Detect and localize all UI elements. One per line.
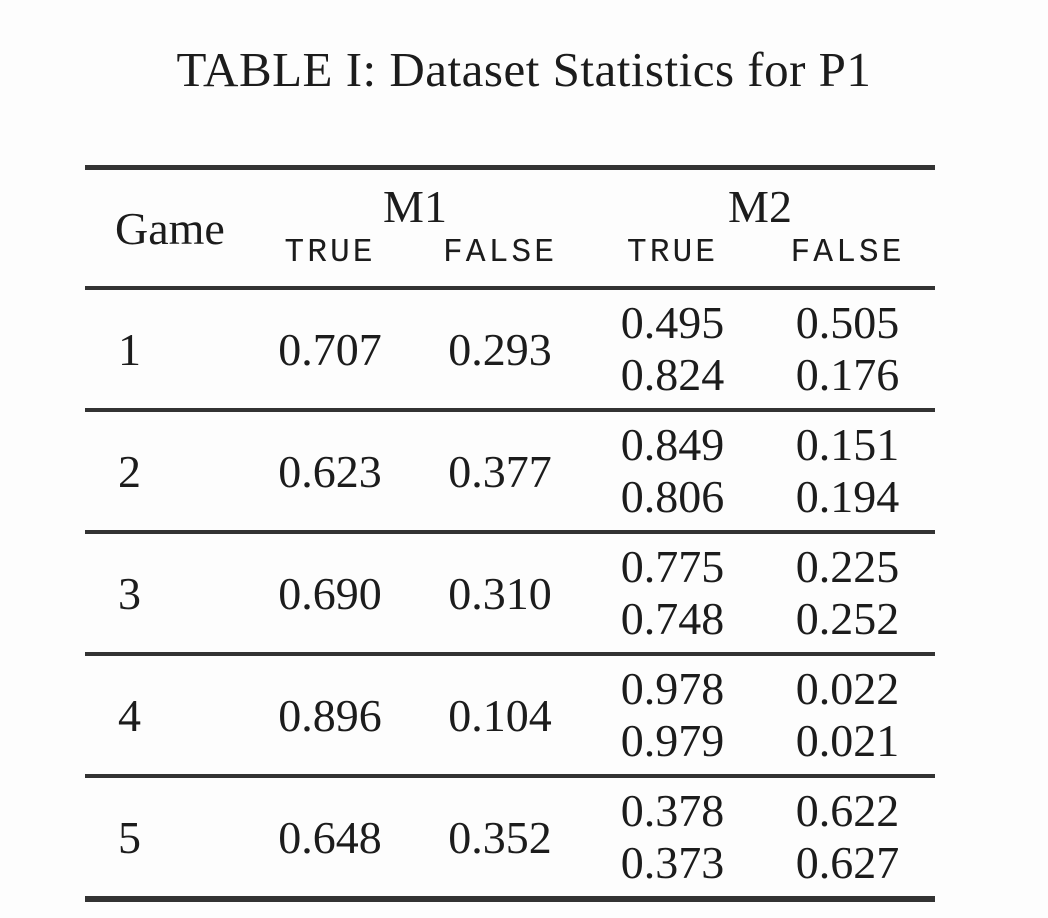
table-caption: TABLE I: Dataset Statistics for P1 bbox=[176, 42, 872, 97]
m2-false-values: 0.022 0.021 bbox=[760, 654, 935, 776]
m2-true-value-top: 0.775 bbox=[620, 541, 725, 592]
column-group-header-m2: M2 bbox=[728, 181, 792, 232]
m2-false-value-top: 0.225 bbox=[795, 541, 900, 592]
game-number: 4 bbox=[118, 689, 141, 741]
m2-true-values: 0.849 0.806 bbox=[585, 410, 760, 532]
m2-true-value-top: 0.495 bbox=[620, 297, 725, 348]
m2-false-value-bottom: 0.176 bbox=[795, 349, 900, 400]
game-number: 5 bbox=[118, 811, 141, 863]
m1-true-value: 0.690 bbox=[278, 567, 382, 619]
m2-true-value-top: 0.849 bbox=[620, 419, 725, 470]
m1-false-value: 0.310 bbox=[448, 567, 552, 619]
m2-false-value-bottom: 0.021 bbox=[795, 715, 900, 766]
game-number: 3 bbox=[118, 567, 141, 619]
game-number: 2 bbox=[118, 445, 141, 497]
table-body: 1 0.707 0.293 0.495 0.824 0.505 0.176 2 … bbox=[85, 288, 935, 899]
m1-false-value: 0.352 bbox=[448, 811, 552, 863]
table-header: Game M1 M2 TRUE FALSE TRUE FALSE bbox=[85, 168, 935, 288]
table-row: 4 0.896 0.104 0.978 0.979 0.022 0.021 bbox=[85, 654, 935, 776]
table-row: 1 0.707 0.293 0.495 0.824 0.505 0.176 bbox=[85, 288, 935, 410]
m2-false-values: 0.151 0.194 bbox=[760, 410, 935, 532]
m1-true-value: 0.648 bbox=[278, 811, 382, 863]
m2-true-value-bottom: 0.824 bbox=[620, 349, 725, 400]
game-number: 1 bbox=[118, 323, 141, 375]
m2-false-value-top: 0.022 bbox=[795, 663, 900, 714]
m2-false-value-bottom: 0.194 bbox=[795, 471, 900, 522]
m1-false-value: 0.293 bbox=[448, 323, 552, 375]
m2-false-values: 0.505 0.176 bbox=[760, 288, 935, 410]
m2-true-values: 0.775 0.748 bbox=[585, 532, 760, 654]
m2-false-value-top: 0.622 bbox=[795, 785, 900, 836]
m2-false-value-bottom: 0.252 bbox=[795, 593, 900, 644]
m2-false-value-top: 0.151 bbox=[795, 419, 900, 470]
dataset-statistics-table-wrap: Game M1 M2 TRUE FALSE TRUE FALSE 1 0.707… bbox=[85, 165, 935, 902]
dataset-statistics-table: Game M1 M2 TRUE FALSE TRUE FALSE 1 0.707… bbox=[85, 165, 935, 902]
table-row: 3 0.690 0.310 0.775 0.748 0.225 0.252 bbox=[85, 532, 935, 654]
column-header-m2-false: FALSE bbox=[790, 234, 905, 271]
column-header-m1-true: TRUE bbox=[284, 234, 376, 271]
table-row: 2 0.623 0.377 0.849 0.806 0.151 0.194 bbox=[85, 410, 935, 532]
table-row: 5 0.648 0.352 0.378 0.373 0.622 0.627 bbox=[85, 776, 935, 899]
m2-true-values: 0.978 0.979 bbox=[585, 654, 760, 776]
m2-true-value-bottom: 0.373 bbox=[620, 837, 725, 888]
m1-true-value: 0.623 bbox=[278, 445, 382, 497]
column-header-game: Game bbox=[115, 202, 225, 254]
m2-true-values: 0.378 0.373 bbox=[585, 776, 760, 899]
m2-true-value-bottom: 0.979 bbox=[620, 715, 725, 766]
m2-false-values: 0.622 0.627 bbox=[760, 776, 935, 899]
column-header-m1-false: FALSE bbox=[442, 234, 558, 271]
m2-true-value-bottom: 0.748 bbox=[620, 593, 725, 644]
column-header-m2-true: TRUE bbox=[626, 234, 719, 271]
m2-true-values: 0.495 0.824 bbox=[585, 288, 760, 410]
m2-false-values: 0.225 0.252 bbox=[760, 532, 935, 654]
m1-true-value: 0.896 bbox=[278, 689, 382, 741]
m2-false-value-bottom: 0.627 bbox=[795, 837, 900, 888]
m2-true-value-top: 0.978 bbox=[620, 663, 725, 714]
m2-false-value-top: 0.505 bbox=[795, 297, 900, 348]
m1-false-value: 0.377 bbox=[448, 445, 552, 497]
column-group-header-m1: M1 bbox=[383, 181, 447, 232]
m1-true-value: 0.707 bbox=[278, 323, 382, 375]
m1-false-value: 0.104 bbox=[448, 689, 552, 741]
m2-true-value-top: 0.378 bbox=[620, 785, 725, 836]
m2-true-value-bottom: 0.806 bbox=[620, 471, 725, 522]
